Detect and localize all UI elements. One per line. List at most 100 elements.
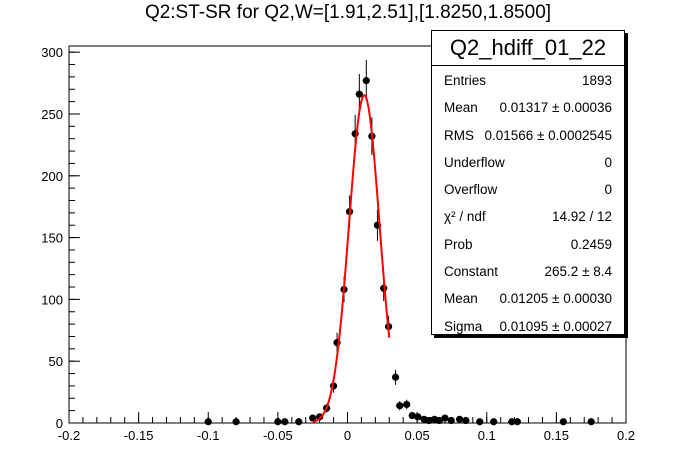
marker xyxy=(425,416,433,425)
marker xyxy=(441,414,449,422)
marker xyxy=(232,418,240,426)
data-point xyxy=(435,416,444,425)
x-tick-label: 0.1 xyxy=(478,428,496,443)
stats-value: 0 xyxy=(604,154,612,170)
stats-row-fit-mean: Mean 0.01205 ± 0.00030 xyxy=(432,284,624,311)
stats-row-sigma: Sigma 0.01095 ± 0.00027 xyxy=(432,312,624,339)
stats-value: 0.2459 xyxy=(570,236,612,252)
y-tick-label: 100 xyxy=(41,292,63,307)
x-tick-label: 0.15 xyxy=(544,428,569,443)
data-point xyxy=(447,416,455,425)
x-tick-label: 0.2 xyxy=(617,428,635,443)
stats-value: 14.92 / 12 xyxy=(551,209,612,225)
stats-box: Q2_hdiff_01_22 Entries 1893 Mean 0.01317 ±… xyxy=(431,30,625,335)
marker xyxy=(462,416,470,425)
marker xyxy=(435,416,444,425)
data-point xyxy=(309,414,317,422)
data-point xyxy=(403,399,411,410)
data-point xyxy=(396,401,404,411)
stats-row-entries: Entries 1893 xyxy=(432,66,624,93)
data-point xyxy=(441,414,449,422)
stats-label: Overflow xyxy=(444,182,498,198)
marker xyxy=(274,418,282,426)
y-tick-label: 200 xyxy=(41,169,63,184)
marker xyxy=(309,414,317,422)
stats-label: Mean xyxy=(444,100,478,116)
marker xyxy=(355,90,363,98)
stats-label: Prob xyxy=(444,236,473,252)
stats-label: Sigma xyxy=(444,318,483,334)
marker xyxy=(362,77,370,85)
stats-label: Mean xyxy=(444,291,478,307)
stats-value: 265.2 ± 8.4 xyxy=(544,264,612,280)
stats-row-underflow: Underflow 0 xyxy=(432,148,624,175)
x-tick-label: 0.05 xyxy=(404,428,429,443)
data-point xyxy=(295,418,303,426)
marker xyxy=(513,418,521,426)
x-tick-label: -0.2 xyxy=(58,428,80,443)
marker xyxy=(559,418,567,426)
fit-curve xyxy=(312,94,391,423)
data-point xyxy=(513,418,521,426)
y-tick-label: 150 xyxy=(41,231,63,246)
data-point xyxy=(232,418,240,426)
axes: -0.2 -0.15 -0.1 -0.05 0 0.05 0.1 0.15 0.2 0 50 100 1… xyxy=(41,45,635,443)
marker xyxy=(490,418,498,426)
y-tick-label: 50 xyxy=(49,354,63,369)
marker xyxy=(508,418,516,426)
stats-row-rms: RMS 0.01566 ± 0.0002545 xyxy=(432,121,624,148)
fit-curve-group xyxy=(312,94,391,423)
stats-label: Constant xyxy=(444,264,499,280)
marker xyxy=(403,400,411,409)
marker xyxy=(587,418,595,426)
marker xyxy=(295,418,303,426)
stats-row-prob: Prob 0.2459 xyxy=(432,230,624,257)
marker xyxy=(455,415,464,423)
data-point xyxy=(204,418,212,426)
stats-value: 0.01566 ± 0.0002545 xyxy=(484,127,612,143)
stats-value: 0.01205 ± 0.00030 xyxy=(499,291,612,307)
stats-label: Underflow xyxy=(444,154,505,170)
stats-title: Q2_hdiff_01_22 xyxy=(432,31,624,66)
stats-value: 1893 xyxy=(581,73,612,88)
data-point xyxy=(455,415,464,423)
data-point xyxy=(587,418,595,426)
y-tick-label: 300 xyxy=(41,45,63,60)
y-tick-label: 0 xyxy=(56,416,63,431)
data-point xyxy=(559,418,567,426)
stats-value: 0.01095 ± 0.00027 xyxy=(499,318,612,334)
data-point xyxy=(274,418,282,426)
stats-row-constant: Constant 265.2 ± 8.4 xyxy=(432,257,624,284)
data-point xyxy=(476,418,484,426)
data-point xyxy=(490,418,498,426)
stats-value: 0.01317 ± 0.00036 xyxy=(499,100,612,116)
stats-label: χ² / ndf xyxy=(444,209,486,225)
marker xyxy=(281,418,289,426)
stats-value: 0 xyxy=(604,182,612,198)
data-point xyxy=(362,60,370,102)
marker xyxy=(447,416,455,425)
marker xyxy=(414,413,422,421)
marker xyxy=(391,373,400,381)
chart-title: Q2:ST-SR for Q2,W=[1.91,2.51],[1.8250,1.… xyxy=(144,2,552,23)
x-tick-label: -0.05 xyxy=(263,428,293,443)
data-point xyxy=(281,418,289,426)
x-tick-label: 0 xyxy=(344,428,351,443)
x-tick-label: -0.1 xyxy=(197,428,219,443)
marker xyxy=(408,411,416,420)
y-tick-label: 250 xyxy=(41,107,63,122)
data-point xyxy=(414,413,422,421)
marker xyxy=(476,418,484,426)
stats-label: Entries xyxy=(444,73,487,88)
stats-rows: Entries 1893 Mean 0.01317 ± 0.00036 RMS 0.0… xyxy=(432,66,624,339)
x-tick-label: -0.15 xyxy=(124,428,154,443)
data-point xyxy=(391,369,400,385)
stats-label: RMS xyxy=(444,127,474,143)
stats-row-overflow: Overflow 0 xyxy=(432,175,624,202)
marker xyxy=(396,402,404,410)
data-point xyxy=(462,416,470,425)
marker xyxy=(204,418,212,426)
stats-row-mean: Mean 0.01317 ± 0.00036 xyxy=(432,93,624,120)
stats-row-chi2: χ² / ndf 14.92 / 12 xyxy=(432,202,624,229)
